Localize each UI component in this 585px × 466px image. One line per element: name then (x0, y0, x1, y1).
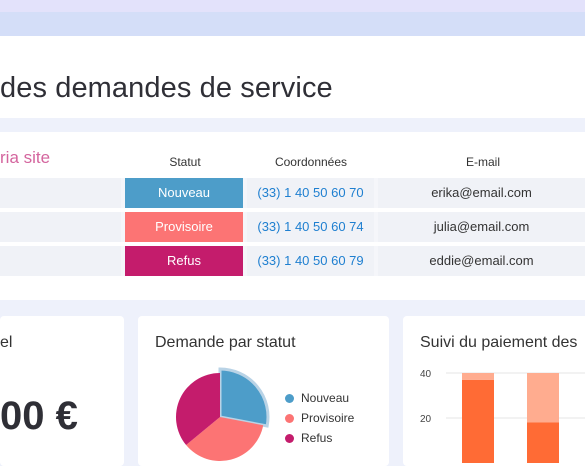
legend-label: Provisoire (301, 411, 355, 425)
bar-segment[interactable] (527, 422, 559, 464)
email-cell: julia@email.com (378, 212, 585, 242)
pie-slice-provisoire[interactable] (186, 417, 264, 461)
title-panel (0, 36, 585, 118)
bar-segment[interactable] (462, 373, 494, 380)
row-name-cell (0, 246, 121, 276)
top-band (0, 0, 585, 12)
pie-slice-refus[interactable] (176, 373, 220, 446)
column-header-contact[interactable]: Coordonnées (274, 155, 348, 169)
legend-dot (285, 394, 294, 403)
legend-dot (285, 434, 294, 443)
status-chart-title: Demande par statut (155, 334, 296, 351)
phone-link[interactable]: (33) 1 40 50 60 74 (247, 212, 374, 242)
legend-dot (285, 414, 294, 423)
status-badge[interactable]: Nouveau (125, 178, 243, 208)
bar-segment[interactable] (527, 373, 559, 423)
column-header-email[interactable]: E-mail (465, 155, 500, 169)
status-badge[interactable]: Refus (125, 246, 243, 276)
status-chart-card (138, 316, 389, 466)
bar-segment[interactable] (462, 379, 494, 463)
row-name-cell (0, 212, 121, 242)
header-band (0, 12, 585, 36)
phone-link[interactable]: (33) 1 40 50 60 79 (247, 246, 374, 276)
total-amount: 00 € (0, 394, 78, 438)
legend-label: Nouveau (301, 391, 350, 405)
status-pie-chart (176, 367, 270, 461)
total-card (0, 316, 124, 466)
y-tick-label: 40 (420, 369, 432, 380)
y-tick-label: 20 (420, 414, 432, 425)
page-title: des demandes de service (0, 72, 333, 104)
email-cell: erika@email.com (378, 178, 585, 208)
column-header-status[interactable]: Statut (169, 155, 201, 169)
phone-link[interactable]: (33) 1 40 50 60 70 (247, 178, 374, 208)
status-badge[interactable]: Provisoire (125, 212, 243, 242)
payment-chart-title: Suivi du paiement des (420, 334, 578, 351)
total-card-title: el (0, 334, 13, 351)
legend-label: Refus (301, 431, 333, 445)
row-name-cell (0, 178, 121, 208)
pie-slice-nouveau[interactable] (218, 367, 270, 428)
email-cell: eddie@email.com (378, 246, 585, 276)
group-label: ria site (0, 148, 51, 167)
